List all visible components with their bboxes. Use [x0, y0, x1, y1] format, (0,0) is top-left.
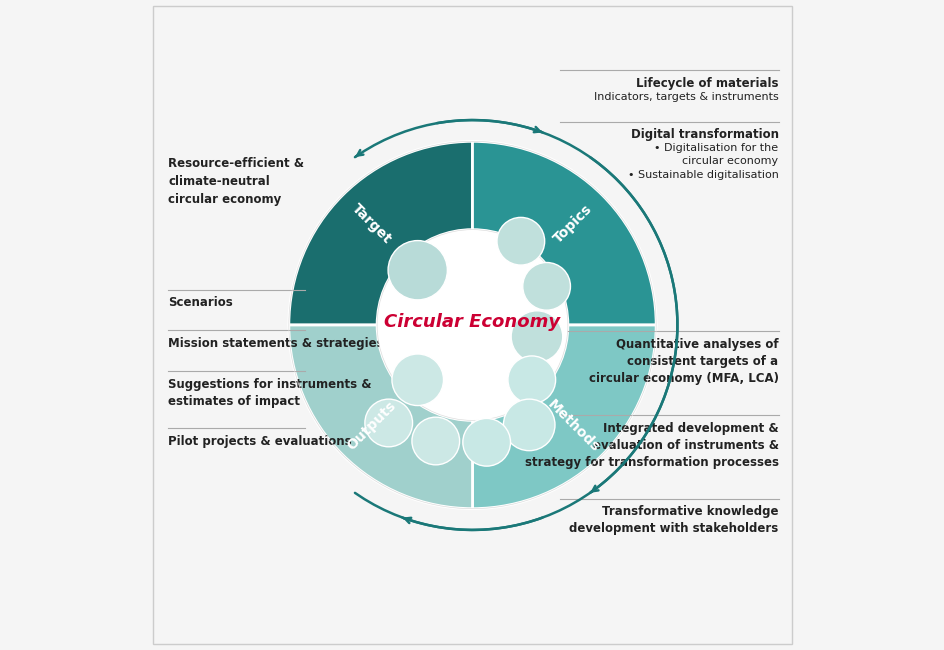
- Text: Quantitative analyses of
consistent targets of a
circular economy (MFA, LCA): Quantitative analyses of consistent targ…: [588, 338, 778, 385]
- Circle shape: [463, 419, 510, 466]
- Text: Transformative knowledge
development with stakeholders: Transformative knowledge development wit…: [568, 506, 778, 536]
- Text: Pilot projects & evaluations: Pilot projects & evaluations: [168, 435, 351, 448]
- Text: Lifecycle of materials: Lifecycle of materials: [635, 77, 778, 90]
- Text: Scenarios: Scenarios: [168, 296, 233, 309]
- Circle shape: [388, 240, 447, 300]
- Text: Mission statements & strategies: Mission statements & strategies: [168, 337, 383, 350]
- Circle shape: [522, 263, 570, 310]
- Text: Indicators, targets & instruments: Indicators, targets & instruments: [593, 92, 778, 101]
- Circle shape: [508, 356, 555, 404]
- Circle shape: [392, 354, 443, 406]
- Circle shape: [503, 399, 554, 450]
- Text: Digital transformation: Digital transformation: [630, 129, 778, 142]
- Wedge shape: [472, 141, 655, 325]
- Text: Suggestions for instruments &
estimates of impact: Suggestions for instruments & estimates …: [168, 378, 371, 408]
- Circle shape: [377, 229, 567, 421]
- Text: Methods: Methods: [544, 397, 601, 455]
- Text: Outputs: Outputs: [344, 398, 398, 453]
- Circle shape: [511, 311, 562, 363]
- Circle shape: [497, 217, 544, 265]
- Wedge shape: [289, 325, 472, 509]
- Text: Resource-efficient &
climate-neutral
circular economy: Resource-efficient & climate-neutral cir…: [168, 157, 304, 207]
- Text: Integrated development &
evaluation of instruments &
strategy for transformation: Integrated development & evaluation of i…: [524, 422, 778, 469]
- Circle shape: [412, 417, 459, 465]
- Wedge shape: [472, 325, 655, 509]
- Text: • Digitalisation for the
  circular economy
• Sustainable digitalisation: • Digitalisation for the circular econom…: [627, 143, 778, 179]
- Wedge shape: [289, 141, 472, 325]
- Circle shape: [364, 399, 413, 447]
- Text: Circular Economy: Circular Economy: [384, 313, 560, 331]
- Text: Topics: Topics: [550, 202, 595, 246]
- Text: Target: Target: [348, 202, 394, 247]
